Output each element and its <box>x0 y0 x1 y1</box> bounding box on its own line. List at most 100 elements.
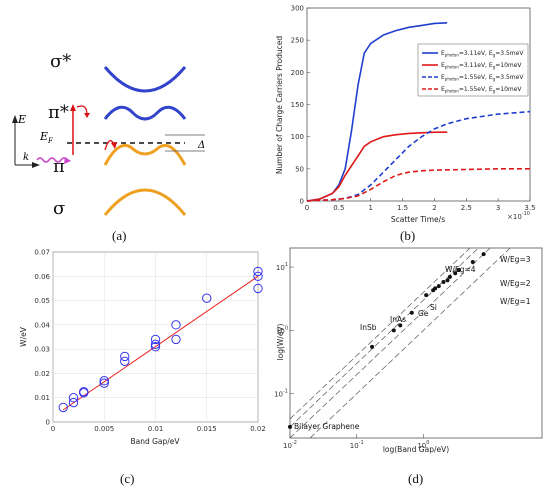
pi-band <box>103 144 187 166</box>
w-vs-bandgap-chart: 0 0.005 0.01 0.015 0.02 0 0.01 0.02 0.03 0.04 0.05… <box>19 249 266 447</box>
plot-c-ytick-label: 0.04 <box>34 321 50 329</box>
carriers-vs-time-chart: 0 0.5 1 1.5 2 2.5 3 3.5 0 50 100 150 200 250 300 Numbe… <box>275 5 536 225</box>
legend-text-part: g <box>493 65 496 70</box>
plot-c-fit-line <box>62 275 259 411</box>
tick-base: 10 <box>350 442 359 450</box>
fermi-level-label: EF <box>39 130 54 145</box>
plot-c-point <box>58 402 68 413</box>
gap-excitation-arrowhead <box>111 142 117 149</box>
plot-c-point <box>68 393 79 403</box>
plot-d-point <box>288 424 292 429</box>
plot-d-point <box>445 278 450 283</box>
plot-d-xtick-label: 100 <box>417 440 429 450</box>
legend-text-part: =3.11eV, E <box>459 62 493 69</box>
plot-d-annotation: Bilayer Graphene <box>294 422 360 431</box>
legend-text-part: g <box>493 77 496 82</box>
panel-label-b: (b) <box>400 228 416 243</box>
plot-d-annotation: InAs <box>390 315 406 324</box>
plot-b-xlabel: Scatter Time/s <box>391 215 445 224</box>
legend-text-part: =3.11eV, E <box>459 50 493 57</box>
photon-arrowhead <box>64 157 71 164</box>
plot-c-point <box>150 334 161 345</box>
plot-b-x-multiplier: ×10-10 <box>507 211 530 221</box>
plot-c-point <box>79 386 89 397</box>
plot-c-ytick-label: 0.02 <box>34 370 50 378</box>
photon-wave-icon <box>36 157 68 163</box>
plot-c-xtick-label: 0.01 <box>148 425 164 433</box>
plot-d-point <box>391 328 396 333</box>
plot-d-reference-line <box>309 247 511 439</box>
plot-b-legend-entry: Ephoton=1.55eV, Eg=3.5meV <box>441 74 524 82</box>
plot-d-annotation: Ge <box>418 309 429 318</box>
plot-c-xtick-label: 0.015 <box>197 425 217 433</box>
tick-exponent: 0 <box>426 440 429 446</box>
legend-text-part: =1.55eV, E <box>459 86 493 93</box>
x-multiplier-base: ×10 <box>507 213 522 221</box>
plot-d-xtick-label: 10-2 <box>283 440 297 450</box>
plot-b-axes-box <box>306 7 531 202</box>
plot-c-ticks: 0 0.005 0.01 0.015 0.02 0 0.01 0.02 0.03 0.04 0.05… <box>34 249 265 434</box>
plot-c-ytick-label: 0.05 <box>34 297 50 305</box>
panel-label-a: (a) <box>112 228 127 243</box>
plot-d-point <box>424 293 429 298</box>
band-curves <box>103 66 187 216</box>
plot-c-fit-line <box>62 275 259 411</box>
plot-d-annotation: InSb <box>360 323 377 332</box>
plot-b-xtick-label: 1 <box>368 204 372 212</box>
plot-d-reference-label: W/Eg=3 <box>500 255 531 264</box>
tick-base: 10 <box>276 327 285 335</box>
legend-text-part: E <box>441 50 445 57</box>
plot-b-legend-entry: Ephoton=3.11eV, Eg=3.5meV <box>441 50 524 58</box>
plot-b-xtick-label: 0 <box>305 204 309 212</box>
legend-text-part: g <box>493 53 496 58</box>
plot-c-point <box>253 266 263 277</box>
plot-d-reference-lines: W/Eg=1W/Eg=2W/Eg=3W/Eg=4 <box>289 247 531 439</box>
plot-c-xlabel: Band Gap/eV <box>130 437 180 446</box>
plot-d-ylabel: log(W/eV) <box>276 323 285 360</box>
panel-label-c: (c) <box>120 471 135 486</box>
plot-d-point <box>453 271 458 276</box>
tick-base: 10 <box>417 442 426 450</box>
tick-exponent: 0 <box>285 325 288 331</box>
plot-b-xtick-label: 1.5 <box>397 204 408 212</box>
plot-d-reference-label: W/Eg=2 <box>500 279 531 288</box>
plot-b-ytick-label: 100 <box>291 133 304 141</box>
relaxation-arrowhead <box>84 113 90 118</box>
legend-text-part: =1.55eV, E <box>459 74 493 81</box>
tick-base: 10 <box>276 264 285 272</box>
plot-d-xtick-label: 10-1 <box>350 440 364 450</box>
plot-d-axes-box <box>289 247 543 439</box>
tick-base: 10 <box>283 442 292 450</box>
plot-c-point <box>99 376 109 386</box>
band-diagram: σ* π* π σ E k EF Δ <box>12 51 205 219</box>
plot-d-annotation: Si <box>430 303 437 312</box>
plot-d-ytick-label: 101 <box>276 262 288 272</box>
plot-c-point <box>150 339 161 349</box>
plot-b-ytick-label: 300 <box>291 5 304 13</box>
legend-text-part: E <box>441 86 445 93</box>
k-axis-arrowhead <box>32 162 40 168</box>
plot-d-xlabel: log(Band Gap/eV) <box>383 445 449 454</box>
plot-b-ytick-label: 50 <box>295 165 304 173</box>
plot-d-ytick-label: 10-1 <box>274 389 288 399</box>
legend-text-part: photon <box>445 53 460 58</box>
plot-d-point <box>398 323 403 328</box>
plot-b-ytick-label: 0 <box>300 198 304 206</box>
sigma-band <box>103 188 187 216</box>
delta-label: Δ <box>197 140 205 151</box>
plot-d-point <box>433 286 438 291</box>
plot-c-xtick-label: 0.005 <box>94 425 114 433</box>
plot-c-ytick-label: 0.01 <box>34 394 50 402</box>
plot-c-point <box>150 342 161 352</box>
tick-exponent: -1 <box>359 440 364 446</box>
plot-b-ylabel: Number of Charge Carriers Produced <box>275 36 284 175</box>
plot-c-xtick-label: 0 <box>51 425 55 433</box>
legend-text-part: E <box>441 62 445 69</box>
plot-d-reference-line <box>289 247 491 439</box>
fermi-subscript: F <box>47 137 54 145</box>
tick-base: 10 <box>274 391 283 399</box>
tick-exponent: 1 <box>285 262 288 268</box>
plot-d-point <box>481 252 486 257</box>
